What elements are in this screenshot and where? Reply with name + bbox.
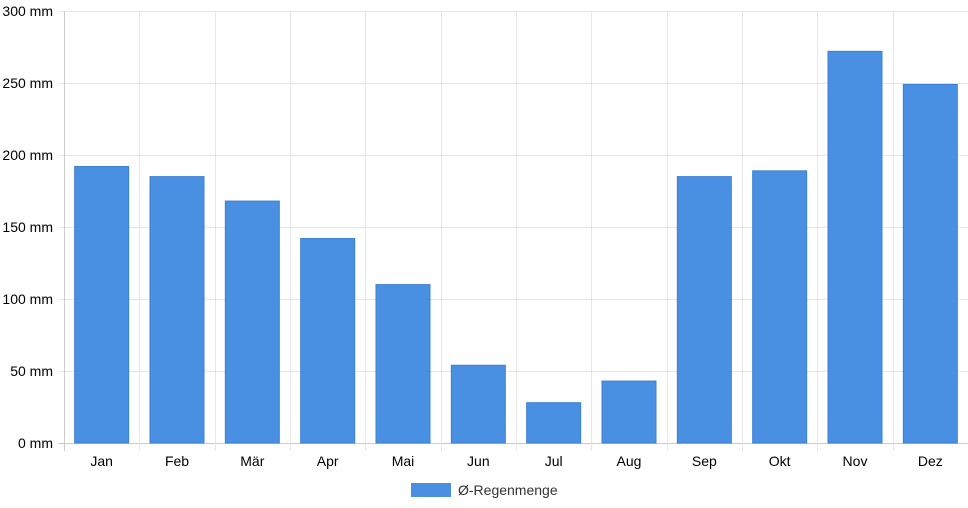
- bar[interactable]: [526, 402, 582, 444]
- x-tick-label: Mär: [240, 453, 264, 469]
- x-tick-label: Apr: [317, 453, 339, 469]
- y-tick-label: 100 mm: [2, 291, 53, 307]
- x-tick-label: Sep: [692, 453, 717, 469]
- bar[interactable]: [224, 200, 280, 444]
- y-tick-label: 200 mm: [2, 147, 53, 163]
- bar[interactable]: [300, 238, 356, 444]
- bar[interactable]: [827, 50, 883, 444]
- legend-label: Ø-Regenmenge: [458, 482, 558, 498]
- y-tick-label: 250 mm: [2, 75, 53, 91]
- y-tick-label: 0 mm: [18, 435, 53, 451]
- bar[interactable]: [375, 284, 431, 444]
- bar[interactable]: [902, 83, 958, 444]
- x-tick-label: Aug: [617, 453, 642, 469]
- bar[interactable]: [149, 176, 205, 444]
- x-tick-label: Jul: [545, 453, 563, 469]
- legend[interactable]: Ø-Regenmenge: [411, 482, 558, 498]
- x-axis-tick-labels: Jan Feb Mär Apr Mai Jun Jul Aug Sep Okt Nov Dez: [90, 453, 942, 469]
- y-tick-label: 50 mm: [10, 363, 53, 379]
- y-axis-tick-labels: 0 mm 50 mm 100 mm 150 mm 200 mm 250 mm 300 mm: [2, 3, 53, 451]
- x-tick-label: Okt: [769, 453, 791, 469]
- y-tick-label: 150 mm: [2, 219, 53, 235]
- legend-swatch: [411, 483, 451, 497]
- bars: [74, 50, 958, 444]
- grid-lines: [58, 11, 968, 451]
- bar[interactable]: [676, 176, 732, 444]
- x-tick-label: Mai: [392, 453, 415, 469]
- x-tick-label: Jan: [90, 453, 113, 469]
- x-tick-label: Feb: [165, 453, 189, 469]
- bar[interactable]: [752, 170, 808, 444]
- x-tick-label: Jun: [467, 453, 490, 469]
- bar[interactable]: [450, 364, 506, 444]
- x-tick-label: Nov: [843, 453, 868, 469]
- bar[interactable]: [601, 380, 657, 444]
- y-tick-label: 300 mm: [2, 3, 53, 19]
- bar[interactable]: [74, 166, 130, 444]
- x-tick-label: Dez: [918, 453, 943, 469]
